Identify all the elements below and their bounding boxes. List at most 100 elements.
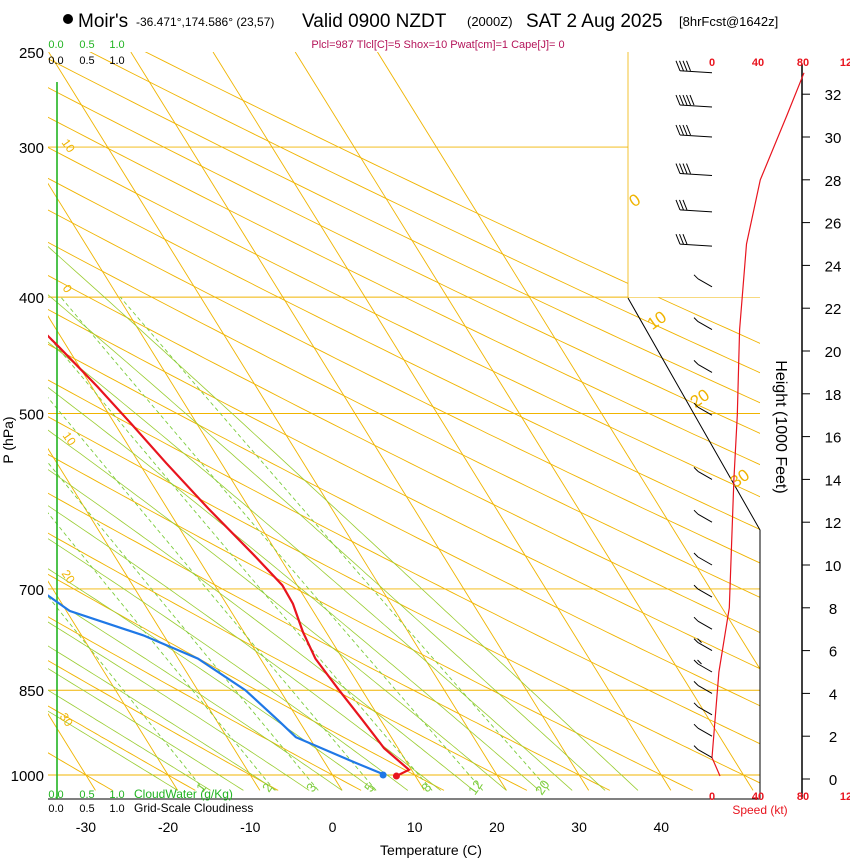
wind-barb-feather xyxy=(682,124,688,136)
moist-adiabat--20 xyxy=(48,710,178,791)
moist-adiabat-32 xyxy=(48,294,606,791)
wind-barb-staff xyxy=(697,706,713,716)
moist-adiabat-8 xyxy=(48,538,409,791)
wind-barb-feather xyxy=(693,638,699,643)
height-tick-label: 8 xyxy=(829,601,837,618)
wind-barb-staff xyxy=(697,620,713,630)
wind-barb-feather xyxy=(675,233,681,245)
height-tick-label: 14 xyxy=(825,472,842,489)
moist-adiabat-28 xyxy=(48,341,573,791)
wind-barb xyxy=(693,616,713,630)
wind-barb-feather xyxy=(679,233,684,245)
wind-barb-staff xyxy=(697,684,713,694)
wind-barb xyxy=(693,638,713,652)
wind-barb-staff xyxy=(697,727,713,737)
speed-tick-bottom: 12 xyxy=(840,791,850,803)
wind-barb xyxy=(675,124,713,138)
isotherm-20 xyxy=(48,52,507,791)
height-tick-label: 0 xyxy=(829,772,837,789)
wind-barb-staff xyxy=(679,173,713,177)
wind-barb-feather xyxy=(693,317,699,322)
wind-barb-feather xyxy=(686,60,691,71)
pressure-tick-label: 250 xyxy=(19,45,44,62)
wind-barb-staff xyxy=(697,642,713,652)
wind-barb-feather xyxy=(693,402,699,408)
wind-barb-staff xyxy=(697,749,713,759)
wind-barb xyxy=(675,163,713,177)
wind-barb xyxy=(675,94,713,108)
valid-time: Valid 0900 NZDT xyxy=(302,11,447,32)
wind-barb xyxy=(675,60,713,74)
cloudwater-tick-bottom: 0.0 xyxy=(48,789,63,801)
wind-barb-staff xyxy=(697,406,713,416)
valid-date: SAT 2 Aug 2025 xyxy=(526,11,663,32)
height-tick-label: 10 xyxy=(825,558,842,575)
mixing-ratio-label: 2 xyxy=(259,780,275,795)
isotherm-30 xyxy=(130,52,590,791)
dry-adiabat-20 xyxy=(48,532,528,791)
wind-barb-feather xyxy=(675,199,681,211)
wind-barb xyxy=(693,745,713,759)
isotherm--20 xyxy=(48,580,179,791)
dry-adiabat-10 xyxy=(48,573,445,791)
wind-panel: 0246810121416182022242628303200404080801… xyxy=(675,57,850,817)
dry-adiabat-140 xyxy=(48,116,760,466)
wind-barb-feather xyxy=(693,467,699,472)
moist-adiabat--8 xyxy=(48,645,277,791)
dry-adiabat-50 xyxy=(48,416,760,784)
x-tick-label: -20 xyxy=(158,819,178,835)
dry-adiabat-150 xyxy=(48,87,760,434)
dry-adiabat-110 xyxy=(48,209,760,564)
utc-time: (2000Z) xyxy=(467,14,513,29)
x-tick-label: 30 xyxy=(571,819,587,835)
wind-barb-feather xyxy=(697,638,702,643)
wind-barb-feather xyxy=(693,702,699,708)
wind-barb-feather xyxy=(693,659,699,665)
wind-barb-staff xyxy=(697,513,713,523)
speed-tick-top: 40 xyxy=(752,57,764,69)
isotherm--10 xyxy=(48,447,261,791)
pressure-tick-label: 850 xyxy=(19,683,44,700)
dewpoint-line xyxy=(48,594,386,777)
speed-tick-top: 12 xyxy=(840,57,850,69)
cloudwater-tick-top: 0.0 xyxy=(48,39,63,51)
cloudwater-label: CloudWater (g/Kg) xyxy=(134,787,233,801)
wind-barb xyxy=(693,360,713,373)
mixing-ratio-label: 12 xyxy=(465,777,486,797)
moist-adiabat--12 xyxy=(48,668,244,791)
mixing-ratio-5 xyxy=(48,396,377,791)
location-coords: -36.471°,174.586° (23,57) xyxy=(136,15,274,29)
wind-barb xyxy=(693,584,713,598)
wind-barb-staff xyxy=(697,663,713,673)
height-tick-label: 20 xyxy=(825,344,842,361)
wind-barb-feather xyxy=(693,509,699,515)
top-scale-legend: 0.0 0.5 1.0 0.0 0.5 1.0 xyxy=(48,39,124,67)
wind-barb-feather xyxy=(679,163,684,174)
moist-adiabat--4 xyxy=(48,621,310,791)
brand-dot-icon xyxy=(63,14,73,24)
wind-barb-staff xyxy=(697,470,713,480)
dry-adiabat-90 xyxy=(48,274,760,634)
wind-barb-feather xyxy=(679,94,684,106)
moist-adiabat-16 xyxy=(48,469,474,791)
cloudwater-tick-bottom: 0.5 xyxy=(79,789,94,801)
wind-barb-feather xyxy=(682,94,688,106)
terrain-outline xyxy=(627,297,761,799)
wind-barb-feather xyxy=(693,681,699,686)
wind-barb xyxy=(693,402,713,416)
height-tick-label: 6 xyxy=(829,644,837,661)
wind-barb-feather xyxy=(693,745,699,750)
wind-barb-feather xyxy=(693,360,699,365)
speed-tick-top: 80 xyxy=(797,57,809,69)
moist-adiabat--16 xyxy=(48,689,211,791)
wind-barb-feather xyxy=(686,94,691,106)
brand-name: Moir's xyxy=(78,11,128,32)
cloudiness-tick-top: 0.5 xyxy=(79,55,94,67)
wind-barb-staff xyxy=(697,363,713,373)
cloudiness-tick-top: 1.0 xyxy=(109,55,124,67)
moist-adiabat-0 xyxy=(48,595,343,791)
mixing-ratio-3 xyxy=(48,461,319,791)
dry-adiabat-100 xyxy=(48,241,760,598)
cloudiness-tick-top: 0.0 xyxy=(48,55,63,67)
